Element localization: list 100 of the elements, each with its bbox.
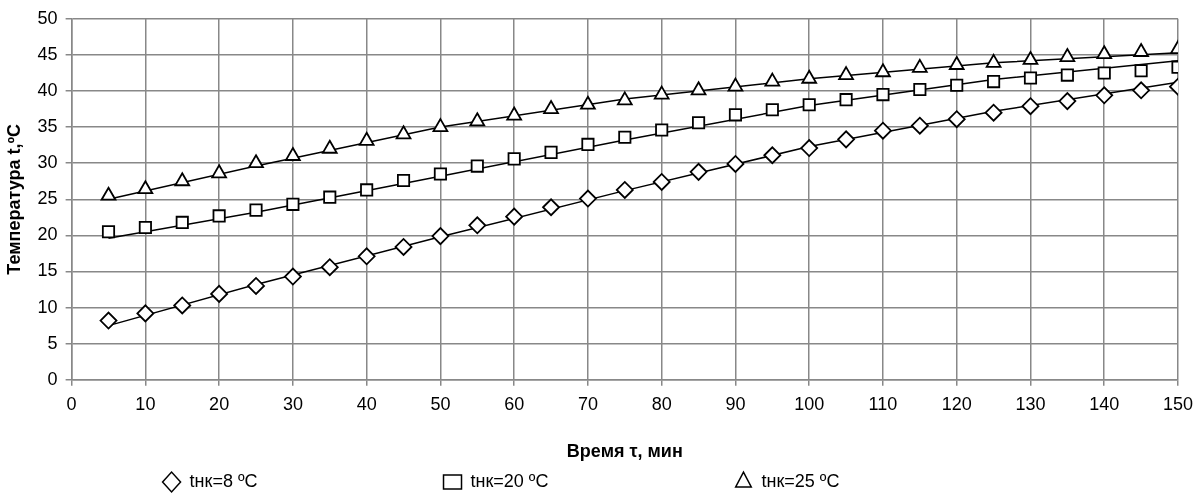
point	[910, 116, 929, 135]
x-tick-label: 80	[651, 393, 672, 414]
point	[210, 284, 229, 303]
y-tick-label: 50	[37, 7, 58, 28]
x-tick-label: 150	[1162, 393, 1194, 414]
point	[468, 216, 487, 235]
x-axis-title: Время τ, мин	[566, 441, 683, 462]
point	[985, 53, 1002, 68]
point	[838, 66, 854, 81]
point	[505, 207, 524, 226]
point	[431, 227, 450, 246]
x-tick-label: 110	[868, 393, 898, 414]
point	[395, 125, 412, 140]
point	[507, 152, 521, 166]
point	[321, 139, 338, 154]
point	[616, 91, 633, 106]
point	[286, 197, 300, 211]
point	[100, 186, 117, 201]
point	[542, 198, 560, 217]
x-tick-label: 100	[794, 393, 825, 414]
point	[1133, 43, 1149, 57]
point	[727, 77, 744, 92]
point	[763, 146, 782, 165]
y-tick-label: 35	[37, 116, 58, 137]
point	[396, 173, 411, 188]
point	[950, 78, 964, 92]
x-tick-label: 40	[356, 393, 377, 414]
point	[913, 83, 927, 97]
x-tick-label: 120	[941, 393, 972, 414]
point	[175, 215, 189, 229]
point	[432, 118, 449, 132]
point	[652, 173, 671, 191]
point	[615, 181, 634, 199]
point	[876, 88, 890, 102]
y-tick-label: 40	[37, 79, 58, 100]
point	[1058, 92, 1077, 111]
point	[212, 209, 226, 223]
point	[358, 131, 375, 146]
point	[320, 258, 339, 277]
point	[99, 311, 118, 330]
y-axis-title: Температура t,ºC	[3, 123, 24, 275]
y-tick-label: 30	[37, 152, 58, 173]
x-tick-label: 30	[282, 393, 303, 414]
point	[136, 304, 155, 323]
point	[875, 63, 891, 78]
point	[801, 69, 818, 84]
point	[173, 296, 192, 315]
point	[470, 159, 484, 173]
point	[1060, 68, 1074, 82]
point	[984, 103, 1003, 122]
point	[543, 100, 559, 114]
point	[249, 203, 263, 217]
point	[248, 154, 264, 169]
point	[947, 110, 966, 129]
point	[357, 247, 376, 266]
point	[987, 75, 1001, 89]
point	[137, 180, 154, 195]
x-tick-label: 20	[209, 393, 230, 414]
point	[394, 238, 413, 256]
point	[1132, 81, 1151, 100]
point	[692, 116, 706, 130]
y-tick-label: 10	[37, 296, 58, 317]
point	[544, 145, 558, 159]
x-tick-label: 60	[504, 393, 525, 414]
legend-label: tнк=25 ºC	[761, 470, 1020, 491]
point	[728, 108, 743, 122]
point	[433, 167, 447, 181]
x-tick-label: 70	[577, 393, 598, 414]
point	[690, 81, 707, 96]
point	[653, 85, 670, 100]
point	[764, 72, 781, 87]
point	[800, 139, 819, 157]
point	[1059, 48, 1076, 62]
point	[1096, 45, 1113, 60]
point	[101, 225, 116, 239]
point	[138, 220, 152, 235]
point	[323, 190, 337, 204]
x-tick-label: 0	[66, 393, 77, 414]
legend-label: tнк=20 ºC	[470, 470, 729, 491]
x-tick-label: 140	[1089, 393, 1120, 414]
point	[174, 172, 191, 187]
y-tick-label: 15	[37, 260, 58, 281]
point	[211, 164, 227, 179]
point	[912, 59, 928, 73]
point	[360, 183, 374, 197]
legend-label: tнк=8 ºC	[189, 470, 438, 491]
y-tick-label: 20	[37, 224, 58, 245]
point	[1095, 86, 1114, 105]
point	[1021, 97, 1040, 116]
point	[285, 147, 301, 161]
point	[247, 277, 265, 295]
point	[726, 155, 745, 173]
point	[1023, 71, 1038, 85]
point	[1022, 51, 1039, 65]
x-tick-label: 10	[135, 393, 156, 414]
point	[284, 267, 302, 286]
point	[837, 130, 855, 149]
y-tick-label: 5	[47, 332, 58, 353]
point	[948, 56, 965, 70]
point	[1134, 64, 1148, 78]
